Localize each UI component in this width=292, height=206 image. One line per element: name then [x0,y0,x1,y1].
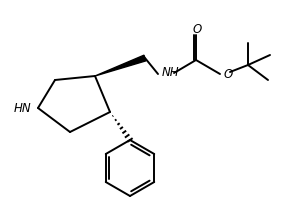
Polygon shape [95,55,146,76]
Text: NH: NH [162,66,180,78]
Text: HN: HN [13,102,31,115]
Text: O: O [192,22,201,35]
Text: O: O [224,68,233,81]
